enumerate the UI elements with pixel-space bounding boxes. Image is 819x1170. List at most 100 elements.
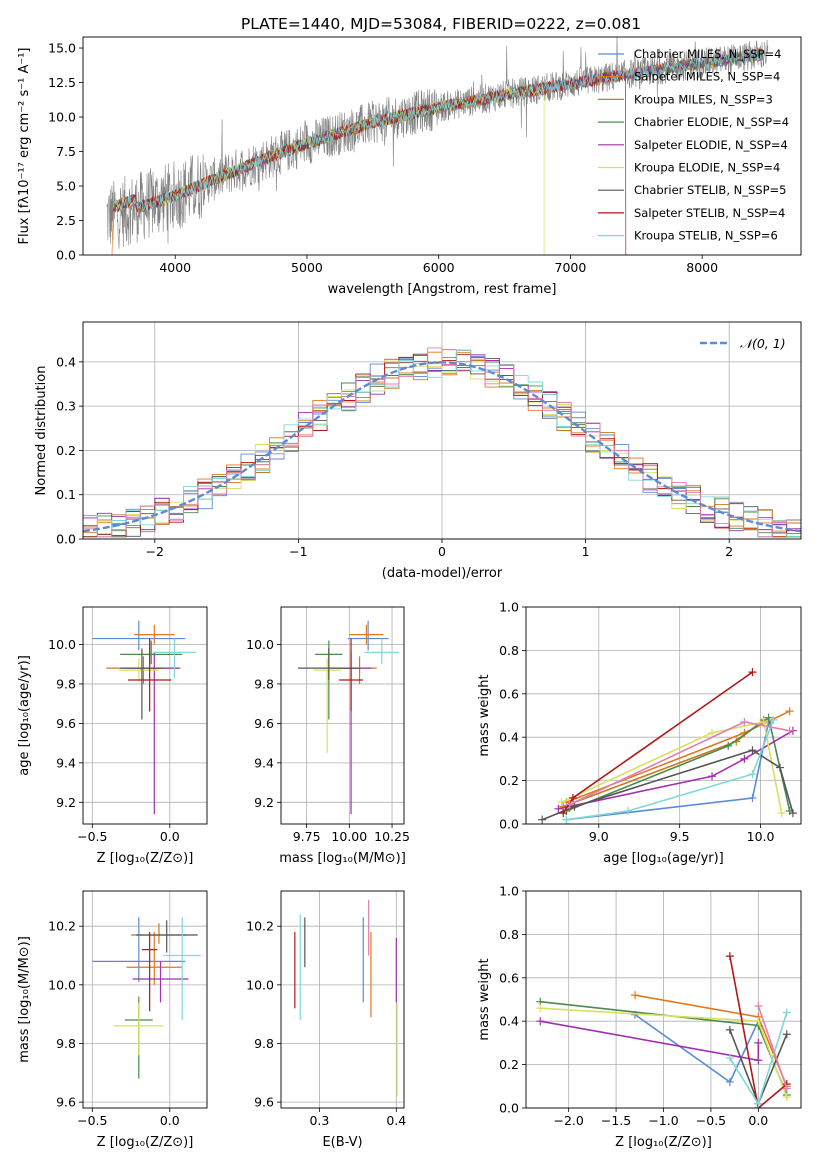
legend-label: Chabrier STELIB, N_SSP=5: [634, 183, 786, 197]
x-tick-label: 9.5: [670, 829, 690, 844]
legend-label: Chabrier MILES, N_SSP=4: [634, 47, 781, 61]
axes-frame: [82, 321, 802, 540]
x-tick-label: 2: [725, 544, 733, 559]
weight-marker: [708, 728, 717, 737]
weight-marker: [725, 952, 734, 961]
weight-marker: [782, 1008, 791, 1017]
x-axis-label: (data-model)/error: [382, 566, 503, 581]
weight-marker: [748, 793, 757, 802]
y-axis-label: Flux [fλ10⁻¹⁷ erg cm⁻² s⁻¹ A⁻¹]: [17, 48, 32, 245]
y-tick-label: 9.6: [254, 716, 274, 731]
weight-marker: [769, 715, 778, 724]
legend-label: Chabrier ELODIE, N_SSP=4: [634, 115, 789, 129]
y-tick-label: 0.0: [56, 532, 76, 547]
weight-marker: [568, 793, 577, 802]
plot-area: [83, 347, 801, 538]
mass-vs-metallicity-panel: −0.5 0.0 9.6 9.8 10.0 10.2 Z [log₁₀(Z/Z⊙)] mass…: [17, 890, 208, 1150]
y-tick-label: 0.4: [56, 354, 76, 369]
plot-area: [298, 620, 399, 815]
y-tick-label: 1.0: [499, 600, 519, 615]
y-axis-label: mass weight: [477, 674, 492, 756]
y-tick-label: 9.4: [56, 755, 76, 770]
spectrum-panel: 4000 5000 6000 7000 8000 0.0 2.5 5.0 7.5 10.0 12.5…: [17, 36, 802, 297]
legend-label: Kroupa STELIB, N_SSP=6: [634, 229, 778, 243]
x-tick-label: 5000: [291, 260, 323, 275]
y-tick-label: 0.4: [499, 1014, 519, 1029]
y-tick-label: 10.0: [246, 977, 274, 992]
weight-marker: [559, 809, 568, 818]
weight-marker: [536, 1017, 545, 1026]
y-axis-label: mass [log₁₀(M/M⊙)]: [17, 936, 32, 1063]
weight-line: [729, 955, 788, 1108]
residuals-panel: −2 −1 0 1 2 0.0 0.1 0.2 0.3 0.4 (data-model)/error…: [34, 321, 802, 581]
y-tick-label: 10.2: [48, 919, 76, 934]
x-axis-label: mass [log₁₀(M/M⊙)]: [279, 851, 406, 866]
y-tick-label: 0.6: [499, 686, 519, 701]
weight-marker: [725, 1077, 734, 1086]
weight-marker: [565, 800, 574, 809]
y-tick-label: 15.0: [48, 41, 76, 56]
y-tick-label: 0.3: [56, 399, 76, 414]
y-tick-label: 10.0: [246, 637, 274, 652]
weight-marker: [754, 1038, 763, 1047]
x-axis-label: Z [log₁₀(Z/Z⊙)]: [97, 1135, 194, 1150]
y-tick-label: 10.0: [48, 637, 76, 652]
y-tick-label: 9.8: [254, 676, 274, 691]
weight-marker: [754, 1099, 763, 1108]
age-vs-mass-panel: 9.75 10.00 10.25 9.2 9.4 9.6 9.8 10.0 mass [log₁…: [246, 606, 410, 866]
y-tick-label: 1.0: [499, 884, 519, 899]
axes-frame: [82, 606, 208, 825]
y-tick-label: 0.2: [499, 773, 519, 788]
weight-line: [561, 721, 783, 814]
y-tick-label: 7.5: [56, 144, 76, 159]
plot-area: [294, 899, 398, 1097]
x-tick-label: 0.0: [160, 829, 180, 844]
weight-marker: [759, 718, 768, 727]
y-axis-label: age [log₁₀(age/yr)]: [17, 655, 32, 776]
weight-marker: [708, 772, 717, 781]
y-tick-label: 9.8: [254, 1036, 274, 1051]
weight-marker: [782, 1093, 791, 1102]
age-vs-metallicity-panel: −0.5 0.0 9.2 9.4 9.6 9.8 10.0 Z [log₁₀(Z/Z⊙)] ag…: [17, 606, 208, 866]
weight-marker: [775, 763, 784, 772]
x-tick-label: −1.5: [601, 1113, 631, 1128]
x-tick-label: −0.5: [77, 1113, 107, 1128]
x-tick-label: −0.5: [696, 1113, 726, 1128]
weight-marker: [754, 1056, 763, 1065]
weight-marker: [538, 815, 547, 824]
x-tick-label: 0.3: [309, 1113, 329, 1128]
weight-marker: [748, 770, 757, 779]
x-tick-label: 4000: [159, 260, 191, 275]
x-tick-label: 0.0: [748, 1113, 768, 1128]
y-tick-label: 9.2: [56, 795, 76, 810]
y-tick-label: 10.0: [48, 110, 76, 125]
axes-frame: [525, 890, 802, 1109]
figure-title: PLATE=1440, MJD=53084, FIBERID=0222, z=0…: [241, 15, 641, 33]
residual-histogram: [83, 347, 801, 538]
weight-marker: [562, 815, 571, 824]
x-tick-label: −2.0: [553, 1113, 583, 1128]
x-tick-label: 0.4: [386, 1113, 406, 1128]
y-tick-label: 0.2: [499, 1057, 519, 1072]
plot-area: [538, 668, 797, 824]
legend-label: Salpeter ELODIE, N_SSP=4: [634, 138, 788, 152]
x-tick-label: 8000: [686, 260, 718, 275]
y-tick-label: 9.2: [254, 795, 274, 810]
x-tick-label: −1.0: [648, 1113, 678, 1128]
weight-marker: [785, 726, 794, 735]
weight-marker: [740, 754, 749, 763]
plot-area: [92, 917, 201, 1079]
y-tick-label: 0.0: [499, 1101, 519, 1116]
y-tick-label: 0.8: [499, 927, 519, 942]
weight-marker: [785, 707, 794, 716]
weight-line: [540, 1020, 760, 1062]
y-tick-label: 9.8: [56, 676, 76, 691]
x-tick-label: 7000: [555, 260, 587, 275]
weight-line: [566, 716, 791, 812]
weight-marker: [777, 809, 786, 818]
y-tick-label: 9.8: [56, 1036, 76, 1051]
y-tick-label: 5.0: [56, 179, 76, 194]
normal-curve: [83, 361, 801, 533]
y-tick-label: 12.5: [48, 75, 76, 90]
weight-marker: [557, 798, 566, 807]
